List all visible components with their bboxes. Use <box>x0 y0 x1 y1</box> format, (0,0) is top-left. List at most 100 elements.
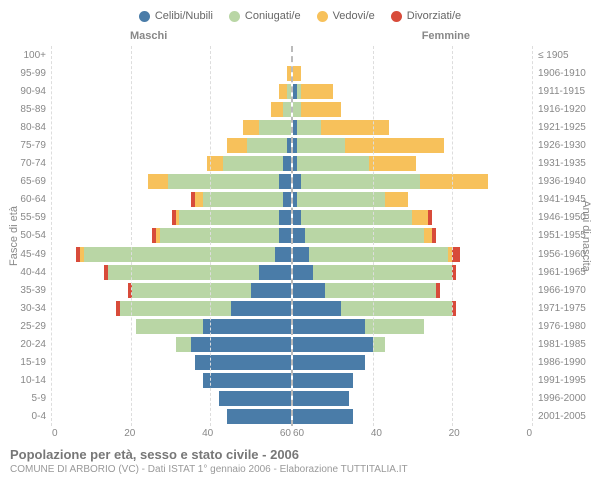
legend-swatch <box>391 11 402 22</box>
bar-row <box>293 84 532 99</box>
legend-label: Divorziati/e <box>407 10 461 22</box>
bar-segment <box>297 156 369 171</box>
bar-segment <box>345 138 445 153</box>
legend-swatch <box>229 11 240 22</box>
bar-segment <box>293 283 325 298</box>
bar-segment <box>251 283 291 298</box>
bar-segment <box>293 373 353 388</box>
bar-segment <box>452 301 456 316</box>
legend-swatch <box>139 11 150 22</box>
bar-segment <box>428 210 432 225</box>
legend-swatch <box>317 11 328 22</box>
bar-row <box>293 102 532 117</box>
age-label: 75-79 <box>10 140 46 151</box>
bar-segment <box>341 301 453 316</box>
bar-segment <box>301 102 341 117</box>
age-label: 35-39 <box>10 285 46 296</box>
birth-year-label: 1986-1990 <box>538 357 590 368</box>
birth-year-label: 1921-1925 <box>538 122 590 133</box>
x-tick: 40 <box>371 428 382 439</box>
bar-row <box>52 337 291 352</box>
bar-segment <box>293 228 305 243</box>
bar-segment <box>293 102 301 117</box>
x-tick: 60 <box>280 428 291 439</box>
bar-row <box>52 319 291 334</box>
bar-row <box>52 373 291 388</box>
bar-segment <box>293 409 353 424</box>
bar-segment <box>108 265 259 280</box>
bar-row <box>52 102 291 117</box>
age-label: 85-89 <box>10 104 46 115</box>
male-half <box>52 46 293 426</box>
bar-segment <box>271 102 283 117</box>
bar-segment <box>203 373 291 388</box>
x-tick: 20 <box>449 428 460 439</box>
birth-year-label: 1991-1995 <box>538 375 590 386</box>
bar-segment <box>293 66 301 81</box>
bar-segment <box>203 319 291 334</box>
birth-year-label: 1926-1930 <box>538 140 590 151</box>
bar-segment <box>432 228 436 243</box>
bar-row <box>52 228 291 243</box>
bar-row <box>52 66 291 81</box>
bar-row <box>52 120 291 135</box>
bar-segment <box>297 138 345 153</box>
bar-segment <box>287 138 291 153</box>
bar-segment <box>207 156 223 171</box>
bar-row <box>293 247 532 262</box>
bar-segment <box>279 84 287 99</box>
bar-segment <box>136 319 204 334</box>
bar-row <box>293 66 532 81</box>
bar-segment <box>132 283 252 298</box>
bar-segment <box>227 138 247 153</box>
legend-label: Celibi/Nubili <box>155 10 213 22</box>
bar-segment <box>179 210 279 225</box>
bar-row <box>293 210 532 225</box>
y-axis-label-left: Fasce di età <box>8 206 20 266</box>
x-axis-female: 6040200 <box>292 428 532 439</box>
bar-segment <box>283 156 291 171</box>
bar-row <box>293 409 532 424</box>
age-label: 15-19 <box>10 357 46 368</box>
legend-item: Vedovi/e <box>317 10 375 22</box>
bar-segment <box>301 84 333 99</box>
age-label: 80-84 <box>10 122 46 133</box>
bar-segment <box>293 265 313 280</box>
age-label: 5-9 <box>10 393 46 404</box>
bar-row <box>293 120 532 135</box>
bar-segment <box>293 301 341 316</box>
bar-segment <box>293 174 301 189</box>
age-label: 10-14 <box>10 375 46 386</box>
bar-segment <box>223 156 283 171</box>
bar-segment <box>160 228 280 243</box>
bar-segment <box>287 66 291 81</box>
bar-segment <box>120 301 232 316</box>
x-tick: 40 <box>202 428 213 439</box>
legend-label: Coniugati/e <box>245 10 301 22</box>
chart-footer: Popolazione per età, sesso e stato civil… <box>10 447 590 475</box>
legend-label: Vedovi/e <box>333 10 375 22</box>
bar-segment <box>293 247 309 262</box>
bar-row <box>293 373 532 388</box>
bar-segment <box>301 174 421 189</box>
birth-year-label: 1966-1970 <box>538 285 590 296</box>
bar-row <box>52 355 291 370</box>
plot-area: Fasce di età 100+95-9990-9485-8980-8475-… <box>10 46 590 426</box>
bar-segment <box>191 337 291 352</box>
birth-year-label: 1906-1910 <box>538 68 590 79</box>
bar-segment <box>452 247 460 262</box>
bar-segment <box>219 391 291 406</box>
bar-segment <box>195 192 203 207</box>
bar-row <box>52 247 291 262</box>
age-label: 90-94 <box>10 86 46 97</box>
birth-year-label: 1916-1920 <box>538 104 590 115</box>
bar-segment <box>279 210 291 225</box>
bar-segment <box>84 247 275 262</box>
birth-year-label: 1971-1975 <box>538 303 590 314</box>
bar-segment <box>452 265 456 280</box>
birth-year-label: ≤ 1905 <box>538 50 590 61</box>
bar-row <box>52 174 291 189</box>
age-label: 25-29 <box>10 321 46 332</box>
bar-row <box>52 48 291 63</box>
bar-row <box>293 174 532 189</box>
